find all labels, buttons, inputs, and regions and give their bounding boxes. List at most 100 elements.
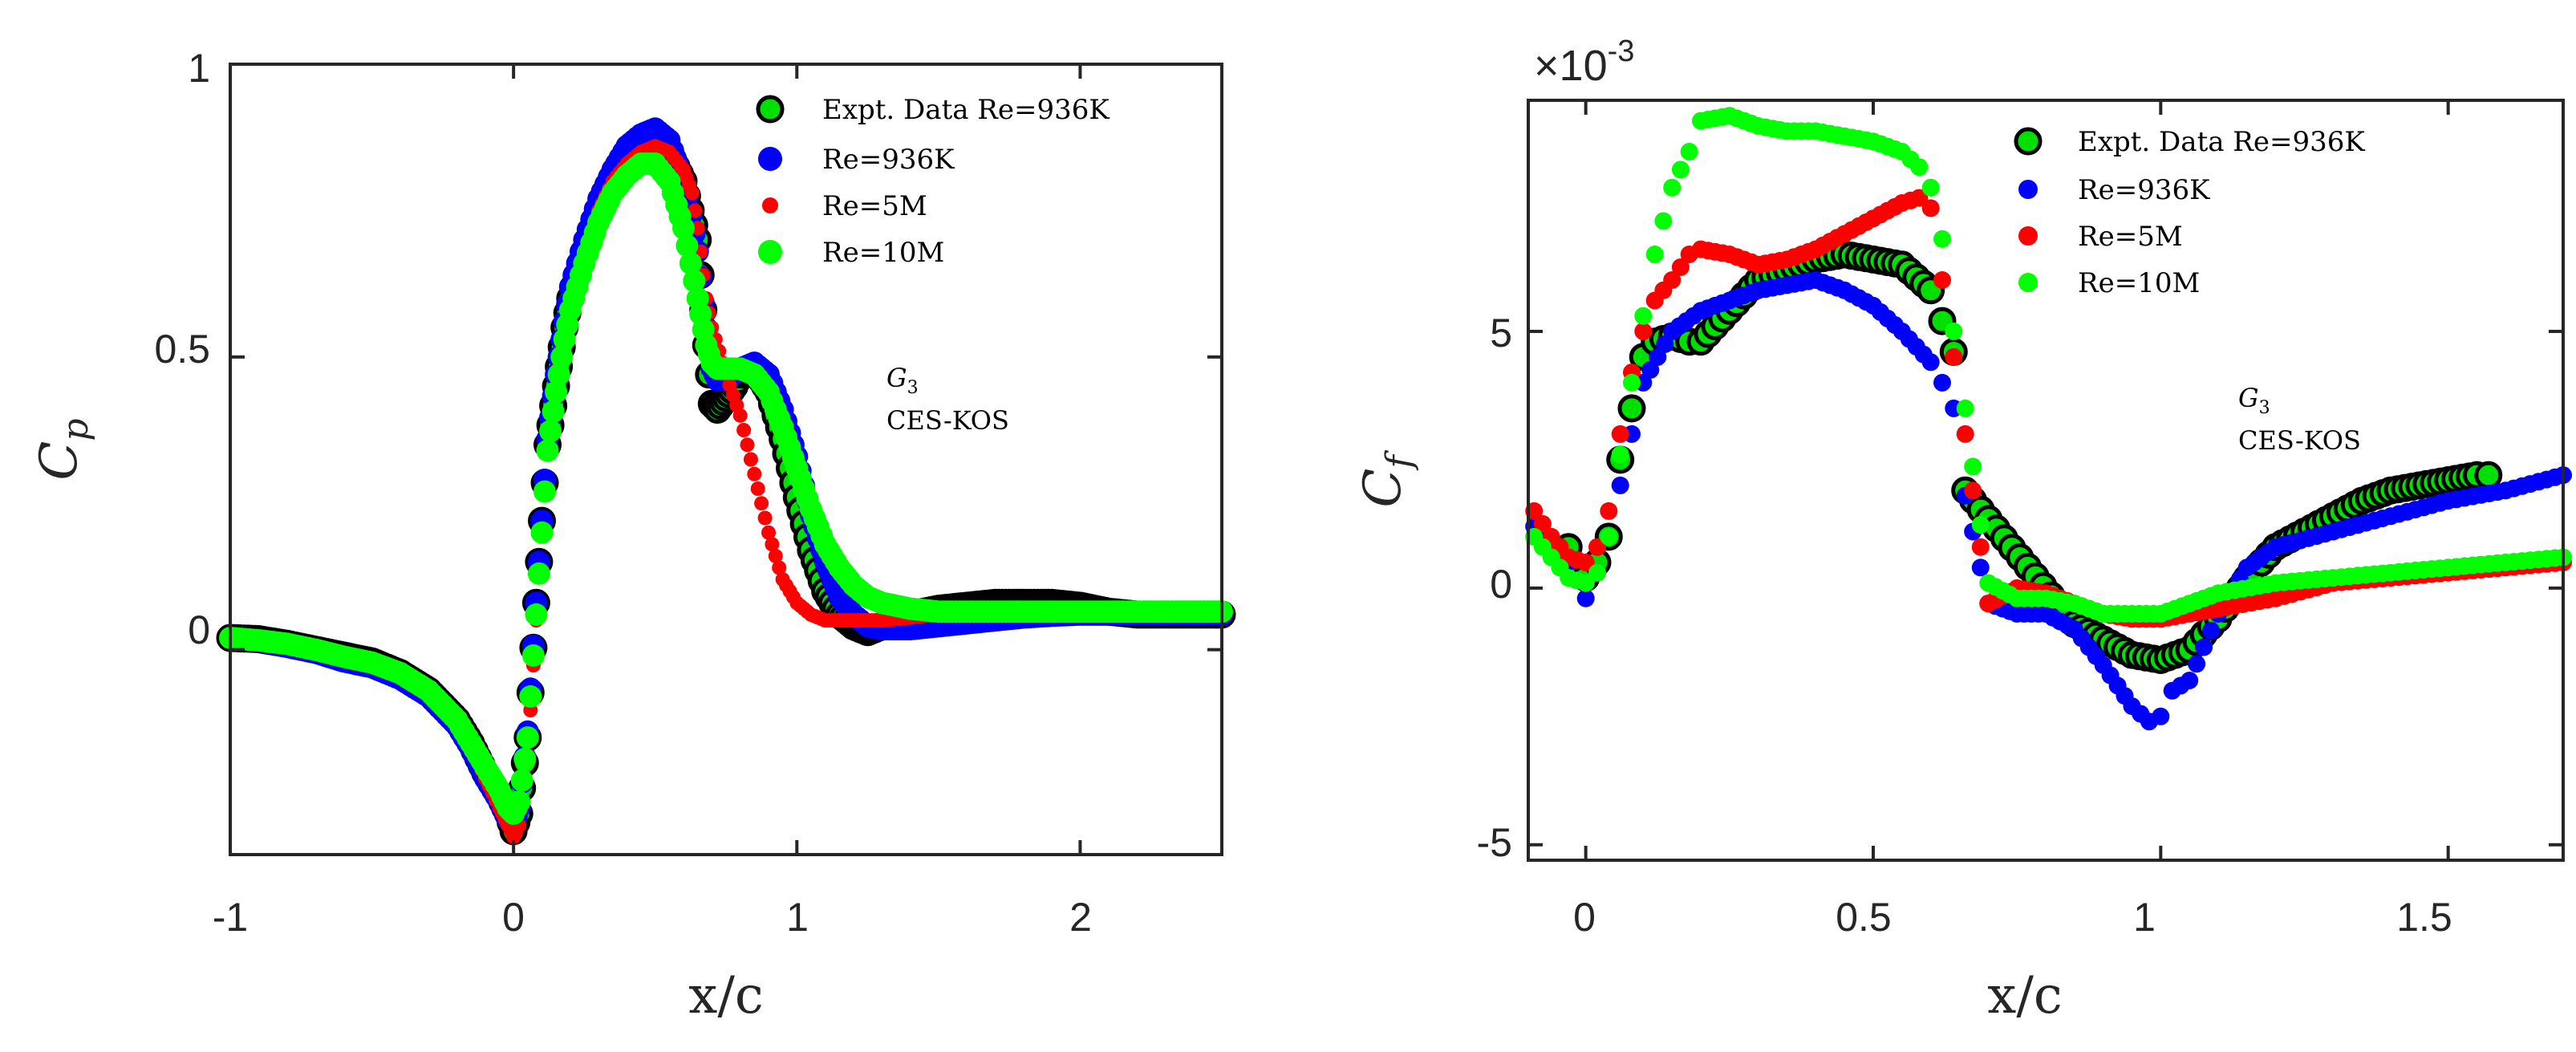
cf-point-5m [1671, 258, 1690, 276]
cp-point-10m [672, 217, 695, 240]
cp-ytick-label: 0.5 [154, 327, 210, 372]
cp-point-5m [750, 481, 765, 496]
legend-marker-936k [2018, 180, 2038, 199]
cp-point-10m [542, 400, 565, 423]
cf-ytick-label: 0 [1490, 562, 1512, 607]
cp-annotation-grid: G3 [886, 363, 919, 398]
cp-point-10m [519, 685, 542, 708]
cp-point-10m [536, 439, 559, 462]
cp-series-layer [216, 117, 1236, 846]
cf-point-936k [1921, 353, 1940, 372]
cf-point-expt [1617, 394, 1646, 423]
cf-point-10m [1671, 160, 1690, 179]
legend-marker-5m [762, 197, 778, 213]
cp-point-5m [736, 423, 752, 437]
cp-point-10m [516, 726, 539, 749]
cp-point-5m [757, 510, 773, 526]
cf-point-5m [1588, 538, 1606, 556]
cf-legend: Expt. Data Re=936K Re=936K Re=5M Re=10M [2014, 126, 2365, 299]
cf-ylabel-group: Cf [1353, 450, 1420, 508]
cp-point-10m [547, 363, 570, 386]
cf-annotation-model: CES-KOS [2238, 425, 2361, 456]
cp-point-5m [772, 560, 787, 575]
cp-point-10m [530, 521, 554, 544]
legend-marker-10m [758, 240, 782, 264]
cf-xtick-label: 0.5 [1836, 895, 1892, 940]
cf-point-5m [1964, 481, 1982, 500]
cp-ylabel-group: Cp [30, 418, 96, 480]
legend-label-5m: Re=5M [822, 190, 927, 222]
cp-xtick-label: -1 [213, 895, 248, 940]
cf-point-10m [1634, 307, 1653, 325]
legend-marker-expt [756, 95, 785, 124]
cp-point-5m [768, 548, 783, 563]
cp-point-10m [527, 562, 550, 585]
cf-point-10m [1600, 527, 1618, 546]
cf-point-936k [1641, 360, 1660, 379]
cp-point-5m [754, 496, 769, 511]
cf-series-layer [1525, 107, 2572, 731]
cf-point-936k [2180, 672, 2199, 689]
cf-point-5m [1600, 502, 1618, 520]
cp-point-10m [545, 380, 568, 404]
cf-xtick-label: 1.5 [2396, 895, 2452, 940]
cf-point-5m [1933, 271, 1951, 289]
cp-xtick-label: 0 [502, 895, 525, 940]
cf-point-5m [1945, 347, 1963, 366]
cf-point-10m [1623, 373, 1641, 392]
cf-point-10m [1921, 178, 1940, 197]
cf-xlabel: x/c [1987, 966, 2063, 1026]
cp-annotation-model: CES-KOS [886, 405, 1009, 436]
cf-xtick-label: 1 [2133, 895, 2156, 940]
cf-point-5m [1956, 424, 1974, 443]
legend-label-expt: Expt. Data Re=936K [822, 94, 1110, 126]
legend-label-936k: Re=936K [2078, 174, 2210, 206]
cp-ytick-label: 1 [188, 46, 210, 91]
cf-point-936k [1576, 589, 1595, 607]
cp-point-10m [525, 603, 548, 626]
cf-y-exponent: ×10-3 [1534, 35, 1634, 90]
cf-point-5m [1533, 514, 1552, 533]
legend-label-expt: Expt. Data Re=936K [2078, 126, 2365, 158]
cf-point-936k [1611, 476, 1629, 494]
legend-label-5m: Re=5M [2078, 221, 2183, 253]
cf-point-10m [1680, 143, 1698, 160]
cf-point-936k [2188, 655, 2206, 673]
legend-marker-936k [758, 147, 782, 171]
cf-point-10m [1645, 246, 1664, 263]
cp-legend: Expt. Data Re=936K Re=936K Re=5M Re=10M [756, 94, 1110, 269]
cf-point-10m [1956, 399, 1974, 417]
legend-label-936k: Re=936K [822, 144, 955, 176]
cf-point-936k [2195, 638, 2213, 656]
cf-point-10m [1588, 563, 1606, 582]
cf-point-5m [1576, 553, 1595, 571]
cf-ticks [1528, 100, 2563, 860]
legend-label-10m: Re=10M [2078, 267, 2200, 299]
cf-axes-frame [1527, 99, 2565, 862]
cf-point-10m [1654, 212, 1673, 230]
cf-point-936k [1933, 373, 1951, 392]
cf-ylabel: Cf [1353, 450, 1420, 508]
cp-point-10m [521, 644, 545, 667]
cf-ytick-label: -5 [1477, 820, 1512, 865]
cf-point-5m [1910, 189, 1929, 207]
cp-point-10m [683, 270, 706, 292]
cp-xtick-label: 1 [786, 895, 809, 940]
cf-ytick-label: 5 [1490, 311, 1512, 355]
legend-marker-5m [2018, 226, 2038, 246]
legend-marker-expt [2014, 127, 2043, 156]
cp-xlabel: x/c [688, 966, 764, 1026]
cf-point-10m [1576, 574, 1595, 592]
cf-point-936k [1656, 335, 1674, 353]
cp-point-10m [513, 747, 537, 770]
cf-point-5m [1611, 424, 1629, 443]
cf-point-5m [1921, 199, 1940, 217]
cp-point-5m [684, 185, 700, 201]
cf-point-5m [1634, 322, 1653, 340]
cf-point-10m [1964, 457, 1982, 476]
cp-point-5m [743, 452, 758, 467]
cf-point-10m [1971, 516, 1990, 534]
cp-point-10m [679, 252, 702, 275]
